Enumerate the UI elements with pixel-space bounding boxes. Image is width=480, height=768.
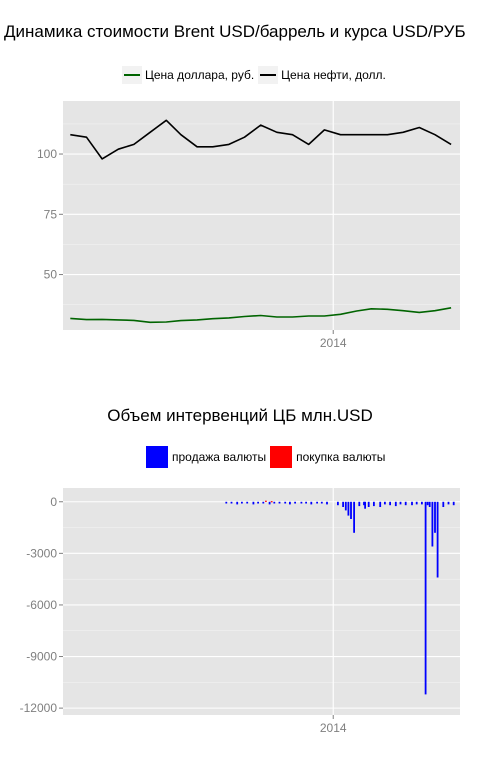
panel-2-y-tick-label: -3000 [26, 546, 57, 560]
bar-0 [337, 501, 339, 506]
bar-0 [310, 501, 313, 505]
bar-0 [404, 501, 407, 506]
legend-key-buy [270, 446, 293, 468]
bar-0 [252, 501, 255, 505]
chart-1-title: Динамика стоимости Brent USD/баррель и к… [4, 22, 466, 41]
bar-0 [363, 501, 365, 506]
bar-1 [270, 501, 273, 503]
bar-0 [344, 501, 347, 511]
bar-0 [342, 501, 344, 507]
bar-0 [268, 501, 271, 505]
bar-0 [347, 501, 350, 516]
bar-0 [350, 501, 352, 519]
bar-0 [358, 501, 361, 507]
bar-0 [305, 501, 307, 504]
bar-0 [353, 501, 355, 533]
legend-item-sale: продажа валюты [146, 446, 266, 468]
bar-0 [300, 501, 303, 504]
bar-0 [246, 501, 249, 504]
bar-0 [284, 501, 287, 504]
bar-0 [415, 501, 418, 505]
panel-1-y-tick-label: 100 [37, 147, 57, 161]
legend-label-buy: покупка валюты [296, 450, 386, 464]
bar-0 [257, 501, 259, 504]
bar-0 [379, 501, 382, 507]
bar-0 [436, 501, 439, 578]
bar-0 [431, 501, 434, 547]
bar-0 [421, 501, 423, 505]
bar-0 [294, 501, 296, 504]
series-line-1 [70, 119, 452, 160]
panel-2-y-tick-label: 0 [50, 495, 57, 509]
bar-0 [225, 501, 228, 504]
bar-0 [434, 501, 436, 533]
bar-0 [364, 501, 366, 509]
legend-key-rub [122, 66, 142, 84]
chart-2-title: Объем интервенций ЦБ млн.USD [107, 406, 373, 425]
panel-1-y-tick-label: 75 [44, 207, 58, 221]
bar-0 [373, 501, 375, 507]
bar-0 [241, 501, 243, 504]
panel-2-x-tick-label: 2014 [320, 721, 347, 735]
panel-1-x-tick-label: 2014 [320, 336, 347, 350]
panel-2-background [63, 488, 460, 715]
series-line-0 [70, 307, 452, 324]
legend-key-oil [258, 66, 279, 84]
panel-2-y-tick-label: -9000 [26, 650, 57, 664]
chart-1-legend: Цена доллара, руб. Цена нефти, долл. [122, 66, 390, 84]
chart-2-legend: продажа валюты покупка валюты [146, 446, 389, 468]
bar-0 [424, 501, 427, 695]
bar-1 [265, 500, 267, 502]
bar-0 [411, 501, 413, 506]
bar-0 [273, 501, 276, 504]
legend-item-oil: Цена нефти, долл. [258, 66, 386, 84]
bar-0 [278, 501, 281, 504]
bar-0 [426, 501, 429, 506]
legend-label-oil: Цена нефти, долл. [281, 68, 386, 82]
bar-0 [399, 501, 402, 505]
bar-0 [389, 501, 391, 506]
bar-0 [452, 501, 455, 506]
bar-0 [326, 501, 328, 505]
panel-1-background [63, 101, 460, 330]
bar-0 [289, 501, 291, 505]
legend-label-rub: Цена доллара, руб. [145, 68, 255, 82]
panel-1-y-tick-label: 50 [44, 268, 58, 282]
bar-0 [442, 501, 445, 507]
bar-0 [230, 501, 233, 504]
bar-0 [447, 501, 450, 505]
bar-0 [320, 501, 323, 504]
bar-0 [316, 501, 318, 504]
bar-0 [384, 501, 386, 505]
panel-2-y-tick-label: -6000 [26, 598, 57, 612]
bar-0 [262, 501, 265, 504]
panel-2-y-tick-label: -12000 [20, 701, 58, 715]
legend-label-sale: продажа валюты [172, 450, 267, 464]
legend-item-buy: покупка валюты [270, 446, 385, 468]
bar-0 [236, 501, 239, 505]
legend-item-rub: Цена доллара, руб. [122, 66, 254, 84]
bar-0 [367, 501, 370, 507]
bar-0 [394, 501, 397, 507]
legend-key-sale [146, 446, 168, 468]
bar-0 [428, 501, 431, 507]
